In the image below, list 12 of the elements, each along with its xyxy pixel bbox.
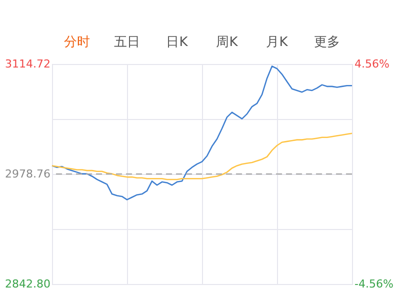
text: 五日 [114, 35, 140, 50]
text: 日K [166, 35, 188, 50]
y-tick-label: 2978.76 [5, 168, 50, 180]
y2-tick-label: -4.56% [354, 278, 394, 290]
line-series [51, 132, 353, 180]
text: 月K [266, 35, 288, 50]
text: 分时 [64, 35, 90, 50]
text: 周K [216, 35, 238, 50]
y2-tick-label: 4.56% [354, 58, 390, 70]
y-tick-label: 3114.72 [5, 58, 50, 70]
y-tick-label: 2842.80 [5, 278, 50, 290]
text: 更多 [314, 35, 340, 50]
